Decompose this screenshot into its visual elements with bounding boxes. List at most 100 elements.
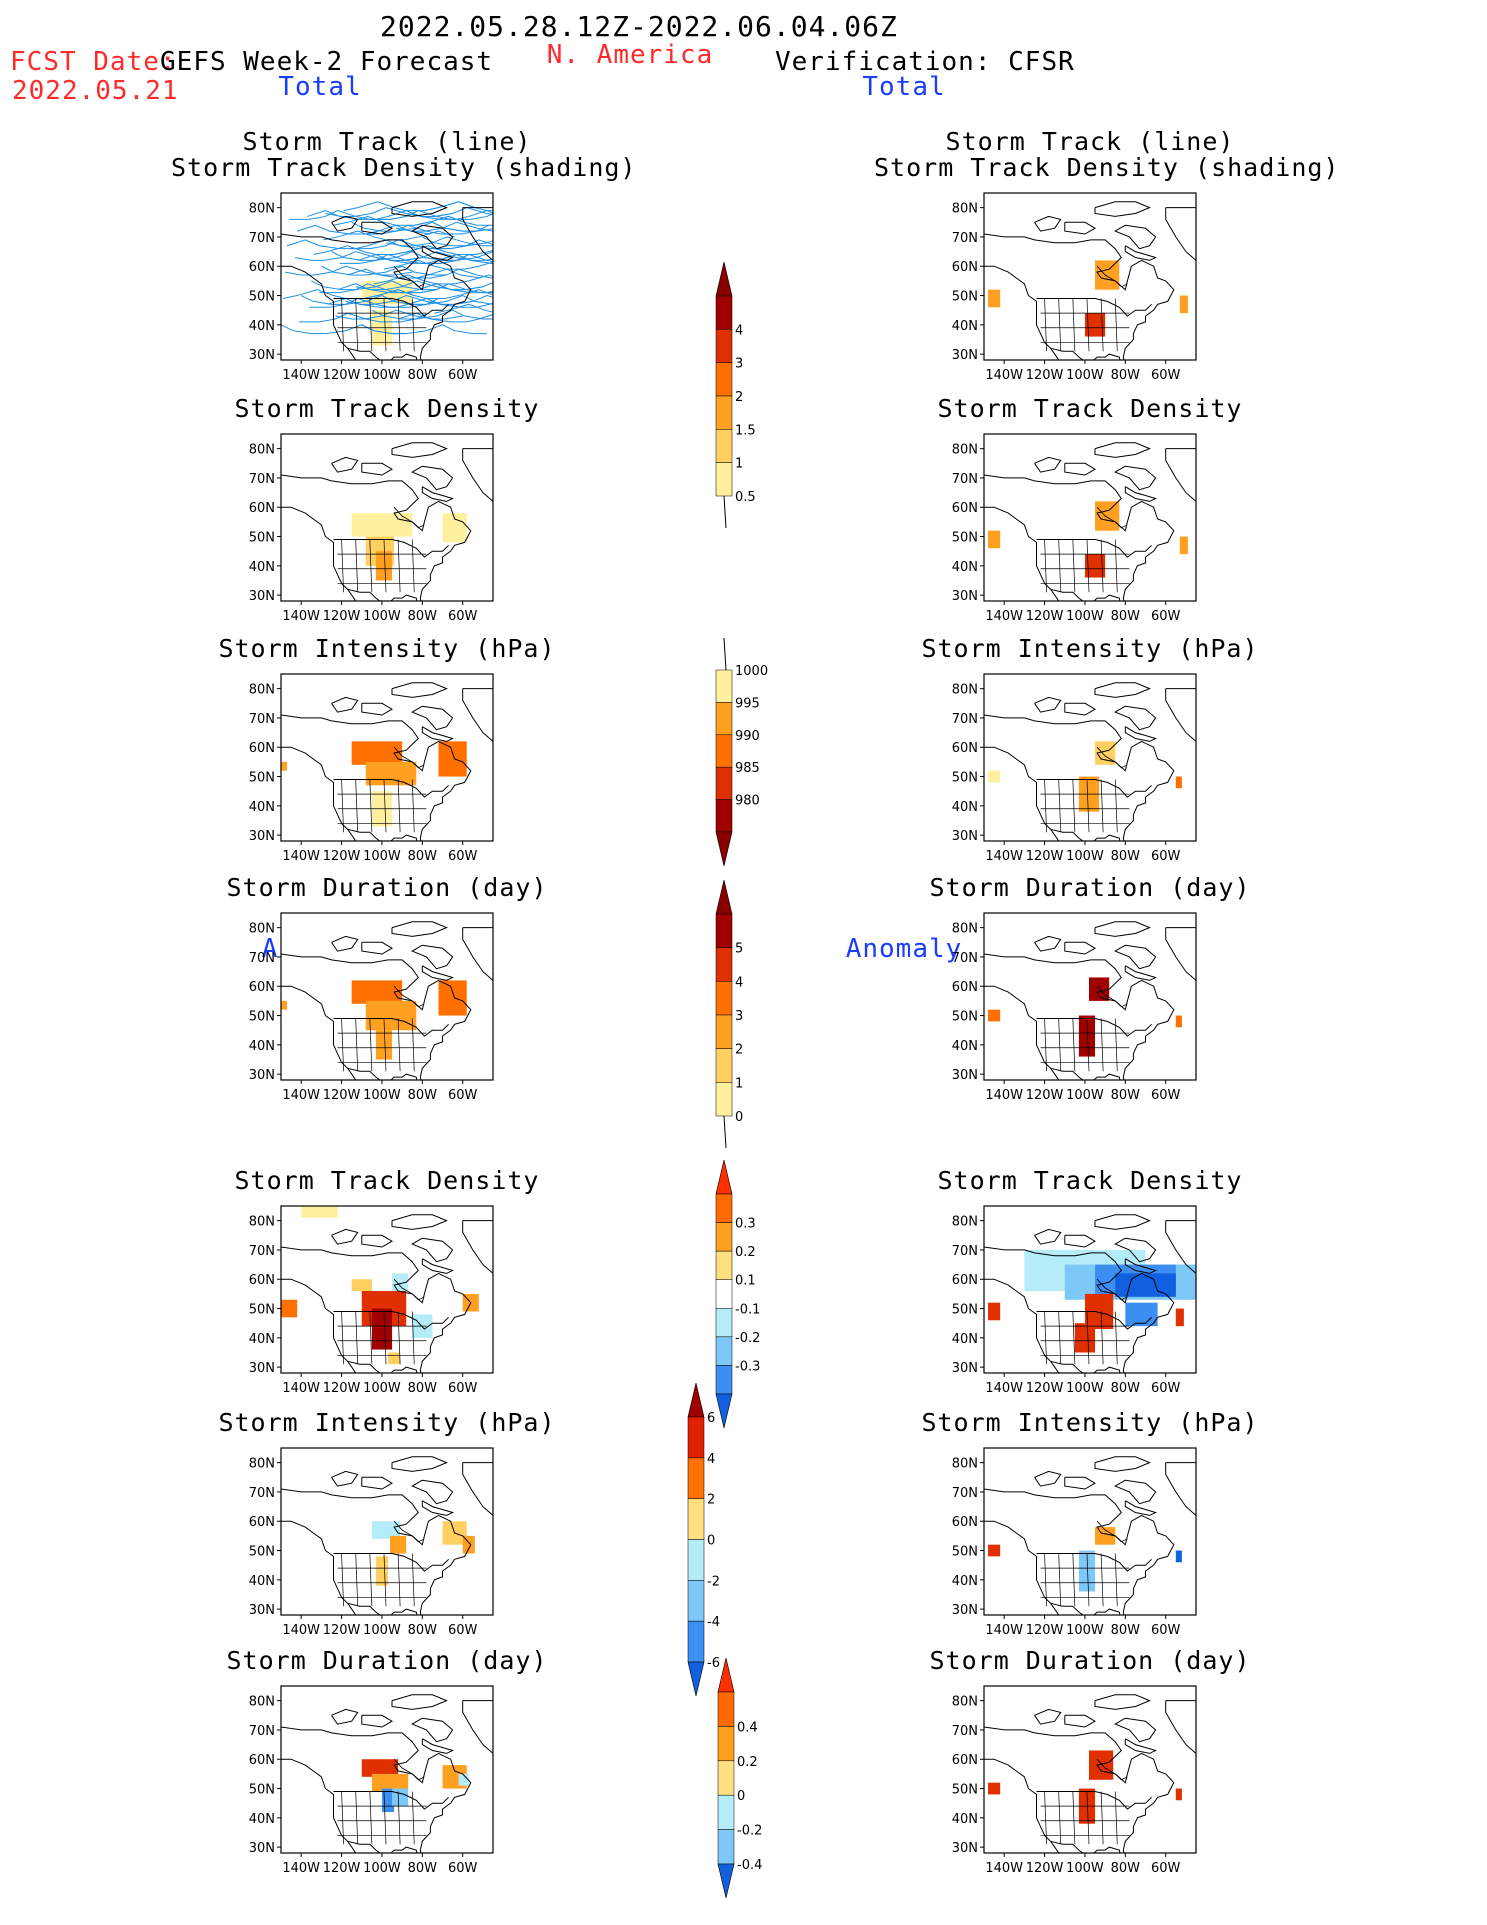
lat-tick-label: 30N [249, 829, 275, 844]
right-panel-4-title-line-0: Storm Track Density [937, 1166, 1243, 1195]
colorbar-label: 995 [735, 696, 760, 711]
colorbar-segment [715, 1048, 733, 1083]
colorbar-label: -0.4 [737, 1858, 762, 1873]
lon-tick-label: 60W [448, 1861, 478, 1876]
lat-tick-label: 50N [249, 1010, 275, 1025]
colorbar-segment [687, 1620, 705, 1663]
lon-tick-label: 80W [1111, 1623, 1141, 1638]
lon-tick-label: 140W [282, 1861, 320, 1876]
lat-tick-label: 60N [952, 501, 978, 516]
lon-tick-label: 100W [363, 849, 401, 864]
left-panel-4-title-line-0: Storm Track Density [234, 1166, 540, 1195]
shading-cell [1179, 536, 1188, 555]
colorbar-segment [687, 1457, 705, 1499]
lat-tick-label: 30N [952, 589, 978, 604]
lon-tick-label: 60W [448, 1381, 478, 1396]
colorbar-label: 0.5 [735, 490, 756, 505]
lat-tick-label: 60N [952, 980, 978, 995]
storm-track-line [426, 295, 493, 305]
lon-tick-label: 100W [363, 1088, 401, 1103]
storm-track-line [339, 253, 469, 264]
lon-tick-label: 140W [985, 1861, 1023, 1876]
lat-tick-label: 30N [952, 829, 978, 844]
lat-tick-label: 70N [249, 712, 275, 727]
lat-tick-label: 60N [249, 1753, 275, 1768]
colorbar-segment [715, 1279, 733, 1309]
lon-tick-label: 140W [282, 1088, 320, 1103]
storm-track-line [397, 312, 493, 323]
right-panel-5-title-line-0: Storm Intensity (hPa) [921, 1408, 1259, 1437]
lon-tick-label: 100W [1066, 1381, 1104, 1396]
right-panel-0-title-line-0: Storm Track (line) [945, 127, 1235, 156]
lon-tick-label: 80W [408, 1088, 438, 1103]
colorbar-label: 1.5 [735, 423, 756, 438]
lon-tick-label: 60W [448, 1623, 478, 1638]
lon-tick-label: 60W [448, 1088, 478, 1103]
colorbar-segment [715, 1250, 733, 1280]
lat-tick-label: 70N [249, 1724, 275, 1739]
shading-cell [351, 741, 403, 765]
shading-cell [438, 980, 467, 1016]
lat-tick-label: 30N [249, 1603, 275, 1618]
lon-tick-label: 60W [448, 849, 478, 864]
left-panel-1-title-line-0: Storm Track Density [234, 394, 540, 423]
shading-cell [371, 1773, 409, 1792]
shading-cell [462, 1535, 475, 1554]
right-map-v_duration: 80N 70N 60N 50N 40N 30N 140W 120W 100W 80W 60W [952, 912, 1197, 1103]
left-panel-6-title-line-0: Storm Duration (day) [226, 1646, 548, 1675]
colorbar-label: 3 [735, 1009, 743, 1024]
lat-tick-label: 40N [249, 1039, 275, 1054]
lon-tick-label: 140W [985, 368, 1023, 383]
shading-cell [392, 1788, 409, 1807]
shading-cell [988, 770, 1001, 783]
lon-tick-label: 80W [1111, 1381, 1141, 1396]
lat-tick-label: 60N [952, 1273, 978, 1288]
lon-tick-label: 140W [282, 1623, 320, 1638]
region-title: N. America [546, 40, 714, 70]
storm-track-line [284, 265, 413, 276]
lon-tick-label: 80W [1111, 1861, 1141, 1876]
colorbar-segment [715, 799, 733, 833]
colorbar-segment [715, 429, 733, 463]
storm-track-line [313, 245, 445, 256]
right-panel-0-title-line-1: Storm Track Density (shading) [874, 153, 1340, 182]
lon-tick-label: 100W [1066, 1861, 1104, 1876]
storm-track-line [375, 251, 493, 261]
lon-tick-label: 120W [323, 368, 361, 383]
shading-cell [281, 1000, 288, 1010]
lat-tick-label: 30N [249, 589, 275, 604]
lat-tick-label: 50N [952, 290, 978, 305]
storm-track-line [309, 297, 439, 308]
colorbar-segment [715, 329, 733, 363]
shading-cell [365, 1000, 417, 1031]
shading-cell [1175, 776, 1182, 789]
colorbar-label: -4 [707, 1615, 720, 1630]
storm-track-line [412, 251, 493, 261]
lat-tick-label: 40N [249, 1332, 275, 1347]
lat-tick-label: 70N [952, 1244, 978, 1259]
lat-tick-label: 60N [249, 741, 275, 756]
shading-cell [1125, 1302, 1158, 1327]
lat-tick-label: 40N [952, 1332, 978, 1347]
shading-cell [1088, 1750, 1114, 1780]
right-map-v_intensity: 80N 70N 60N 50N 40N 30N 140W 120W 100W 80W 60W [952, 673, 1197, 864]
shading-cell [1175, 1788, 1182, 1801]
lat-tick-label: 80N [249, 1215, 275, 1230]
colorbar-label: 0 [737, 1789, 745, 1804]
lon-tick-label: 80W [1111, 849, 1141, 864]
lat-tick-label: 30N [249, 1361, 275, 1376]
lat-tick-label: 50N [952, 1783, 978, 1798]
fcst-date-label: FCST Date: [10, 47, 177, 77]
shading-cell [390, 1535, 407, 1554]
storm-track-line [299, 312, 429, 323]
lat-tick-label: 80N [249, 1695, 275, 1710]
lon-tick-label: 120W [323, 1861, 361, 1876]
storm-track-line [371, 309, 493, 320]
colorbar-label: -0.2 [735, 1331, 760, 1346]
lat-tick-label: 70N [952, 472, 978, 487]
shading-cell [388, 1352, 401, 1365]
lat-tick-label: 40N [952, 1574, 978, 1589]
colorbar-label: 4 [735, 323, 743, 338]
lon-tick-label: 80W [408, 849, 438, 864]
lat-tick-label: 40N [249, 800, 275, 815]
